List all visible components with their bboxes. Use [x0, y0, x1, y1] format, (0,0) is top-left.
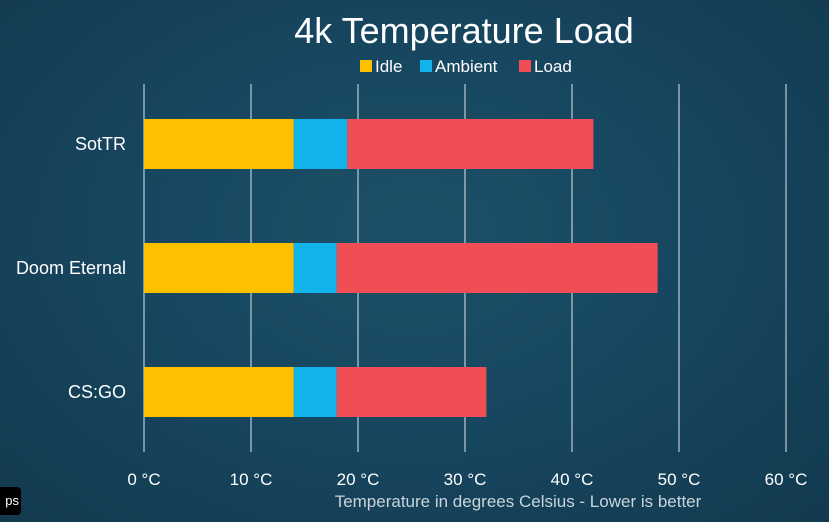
x-tick-label: 40 °C	[551, 470, 594, 489]
legend-swatch-ambient	[420, 60, 432, 72]
bar-load-sottr	[347, 119, 594, 169]
legend-label-load: Load	[534, 57, 572, 76]
legend-swatch-idle	[360, 60, 372, 72]
legend-label-ambient: Ambient	[435, 57, 498, 76]
bars	[144, 119, 658, 417]
x-tick-labels: 0 °C 10 °C 20 °C 30 °C 40 °C 50 °C 60 °C	[127, 470, 807, 489]
legend: Idle Ambient Load	[360, 57, 572, 76]
chart-title: 4k Temperature Load	[294, 10, 634, 51]
legend-label-idle: Idle	[375, 57, 402, 76]
legend-swatch-load	[519, 60, 531, 72]
bar-load-cs-go	[336, 367, 487, 417]
category-labels: SotTR Doom Eternal CS:GO	[16, 134, 126, 402]
bar-ambient-cs-go	[293, 367, 337, 417]
bar-idle-cs-go	[144, 367, 294, 417]
bar-load-doom-eternal	[336, 243, 658, 293]
corner-badge: ps	[0, 487, 21, 515]
x-tick-label: 20 °C	[337, 470, 380, 489]
x-tick-label: 60 °C	[765, 470, 808, 489]
x-tick-label: 50 °C	[658, 470, 701, 489]
bar-ambient-doom-eternal	[293, 243, 337, 293]
x-axis-label: Temperature in degrees Celsius - Lower i…	[335, 492, 702, 511]
x-tick-label: 0 °C	[127, 470, 160, 489]
bar-idle-doom-eternal	[144, 243, 294, 293]
x-tick-label: 10 °C	[230, 470, 273, 489]
category-label: SotTR	[75, 134, 126, 154]
category-label: CS:GO	[68, 382, 126, 402]
bar-ambient-sottr	[293, 119, 348, 169]
category-label: Doom Eternal	[16, 258, 126, 278]
bar-idle-sottr	[144, 119, 294, 169]
x-tick-label: 30 °C	[444, 470, 487, 489]
